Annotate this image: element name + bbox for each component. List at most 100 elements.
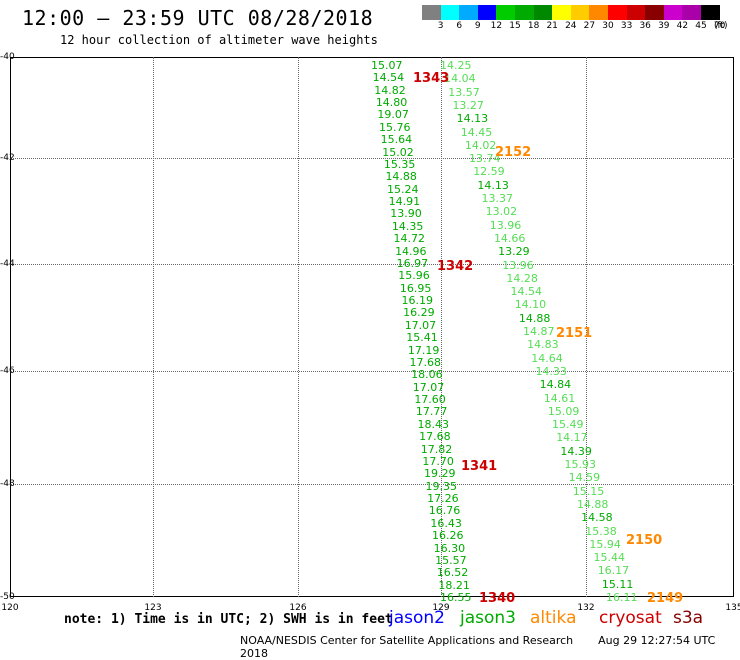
- latitude-gridline: [10, 158, 734, 159]
- latitude-label: -48: [0, 479, 15, 489]
- color-scale-label: 33: [620, 21, 633, 31]
- longitude-gridline: [298, 57, 299, 597]
- longitude-label: 126: [289, 603, 307, 613]
- wave-height-value: 14.04: [444, 72, 476, 86]
- wave-height-value: 16.43: [430, 516, 462, 530]
- color-scale-label: 6: [456, 21, 463, 31]
- color-scale-swatch: [552, 5, 571, 20]
- longitude-gridline: [441, 57, 442, 597]
- wave-height-value: 18.43: [417, 417, 450, 431]
- wave-height-value: 16.29: [403, 306, 435, 320]
- wave-height-value: 12.59: [473, 165, 505, 179]
- wave-height-value: 14.25: [440, 59, 472, 72]
- wave-height-value: 14.17: [556, 431, 588, 445]
- wave-height-value: 15.02: [382, 145, 414, 159]
- wave-height-value: 14.72: [393, 232, 425, 246]
- map-subtitle: 12 hour collection of altimeter wave hei…: [60, 33, 378, 47]
- latitude-label: -46: [0, 366, 15, 376]
- wave-height-value: 14.59: [568, 471, 601, 485]
- wave-height-value: 14.13: [456, 112, 489, 126]
- wave-height-value: 15.57: [435, 553, 467, 567]
- color-scale-unit: (ft): [714, 21, 728, 31]
- color-scale-swatch: [645, 5, 664, 20]
- map-title: 12:00 – 23:59 UTC 08/28/2018: [22, 6, 374, 30]
- wave-height-value: 15.49: [552, 418, 584, 432]
- wave-height-value: 18.06: [411, 368, 443, 382]
- wave-height-value: 14.54: [372, 71, 405, 85]
- wave-height-value: 13.27: [452, 98, 484, 112]
- wave-height-value: 16.76: [428, 504, 461, 518]
- wave-height-value: 14.88: [518, 311, 551, 325]
- wave-height-value: 15.38: [585, 524, 617, 538]
- wave-height-value: 13.74: [469, 152, 501, 166]
- wave-height-value: 17.68: [419, 430, 451, 444]
- color-scale-swatch: [440, 5, 460, 20]
- color-scale-swatch: [626, 5, 646, 20]
- wave-height-value: 16.19: [401, 294, 433, 308]
- color-scale-label: 9: [474, 21, 481, 31]
- wave-height-value: 14.61: [543, 391, 576, 405]
- color-scale-label: 27: [583, 21, 596, 31]
- color-scale-label: 24: [565, 21, 577, 31]
- latitude-label: -42: [0, 153, 15, 163]
- wave-height-value: 14.64: [531, 351, 563, 365]
- latitude-gridline: [10, 264, 734, 265]
- legend-item-cryosat: cryosat: [599, 608, 662, 628]
- wave-height-value: 15.96: [398, 269, 430, 283]
- wave-height-value: 17.77: [415, 405, 448, 419]
- wave-height-value: 19.29: [423, 467, 456, 481]
- color-scale-label: 21: [546, 21, 558, 31]
- color-scale-swatch: [701, 5, 720, 20]
- longitude-gridline: [586, 57, 587, 597]
- wave-height-value: 14.28: [506, 271, 538, 285]
- wave-height-value: 14.83: [527, 338, 559, 352]
- note-text: note: 1) Time is in UTC; 2) SWH is in fe…: [64, 612, 393, 627]
- wave-height-value: 14.82: [374, 83, 406, 97]
- wave-height-value: 14.10: [514, 298, 547, 312]
- wave-height-value: 13.96: [502, 258, 534, 272]
- wave-height-value: 19.07: [377, 108, 409, 122]
- wave-height-value: 14.35: [391, 219, 424, 233]
- wave-height-value: 17.19: [407, 343, 440, 357]
- wave-height-value: 14.88: [385, 170, 417, 184]
- legend-item-jason2: jason2: [389, 608, 445, 628]
- wave-height-value: 13.57: [448, 85, 480, 99]
- latitude-gridline: [10, 371, 734, 372]
- wave-height-value: 14.80: [375, 96, 408, 110]
- wave-height-value: 13.29: [498, 245, 530, 259]
- wave-height-value: 14.88: [576, 497, 609, 511]
- wave-height-value: 16.11: [606, 591, 638, 604]
- wave-height-value: 14.58: [581, 511, 613, 525]
- wave-height-value: 15.64: [380, 133, 413, 147]
- longitude-label: 135: [725, 603, 740, 613]
- wave-height-value: 14.13: [477, 178, 509, 192]
- latitude-gridline: [10, 484, 734, 485]
- wave-height-value: 13.90: [390, 207, 422, 221]
- footer: NOAA/NESDIS Center for Satellite Applica…: [240, 634, 740, 660]
- wave-height-value: 15.35: [383, 157, 416, 171]
- color-scale-swatch: [608, 5, 627, 20]
- wave-height-value: 14.66: [493, 231, 526, 245]
- wave-height-value: 17.68: [409, 355, 442, 369]
- wave-height-value: 14.02: [464, 138, 497, 152]
- wave-height-value: 15.93: [564, 458, 597, 471]
- wave-height-value: 13.96: [489, 218, 522, 232]
- color-scale-label: 15: [509, 21, 521, 31]
- color-scale-swatch: [459, 5, 478, 20]
- pass-number-label: 1340: [479, 591, 516, 606]
- longitude-label: 129: [432, 603, 450, 613]
- longitude-label: 132: [577, 603, 595, 613]
- color-scale-label: 42: [676, 21, 689, 31]
- pass-number-label: 2150: [626, 533, 663, 548]
- color-scale-swatch: [570, 5, 590, 20]
- wave-height-value: 15.09: [547, 404, 580, 418]
- color-scale-label: 39: [658, 21, 670, 31]
- footer-credit: NOAA/NESDIS Center for Satellite Applica…: [240, 634, 574, 647]
- color-scale-label: 18: [527, 21, 540, 31]
- legend-item-jason3: jason3: [460, 608, 516, 628]
- wave-height-value: 16.55: [440, 591, 472, 604]
- wave-height-value: 15.15: [572, 484, 605, 498]
- wave-height-value: 14.91: [388, 195, 421, 209]
- pass-number-label: 1341: [461, 459, 498, 474]
